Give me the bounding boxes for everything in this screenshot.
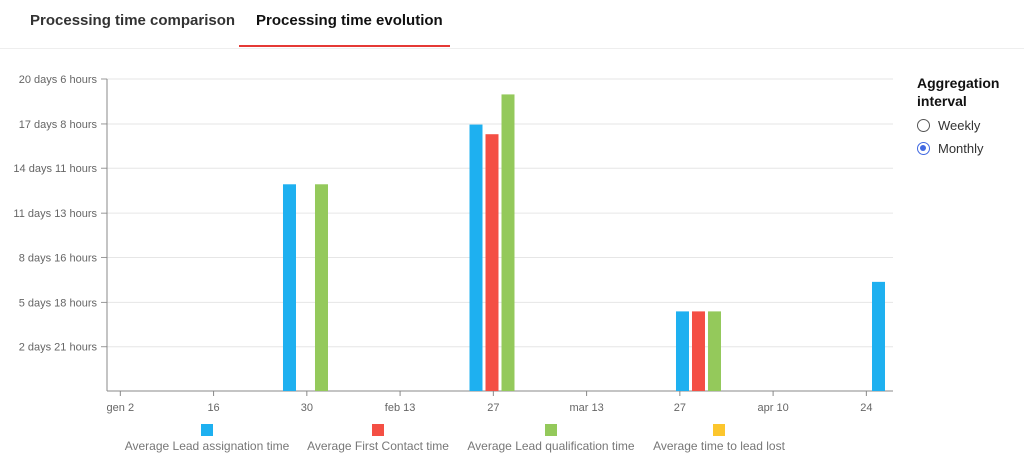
y-tick-label: 20 days 6 hours bbox=[19, 74, 98, 86]
radio-monthly-circle[interactable] bbox=[917, 142, 930, 155]
radio-monthly-label: Monthly bbox=[938, 141, 984, 156]
legend-swatch bbox=[713, 424, 725, 436]
legend-swatch bbox=[545, 424, 557, 436]
x-tick-label: 16 bbox=[207, 402, 219, 414]
x-tick-label: apr 10 bbox=[758, 402, 789, 414]
legend-label: Average time to lead lost bbox=[653, 439, 786, 453]
bar-average-lead-qualification-time bbox=[707, 311, 721, 391]
bar-average-lead-assignation-time bbox=[675, 311, 689, 391]
aggregation-title: Aggregation interval bbox=[917, 75, 1000, 109]
bar-average-first-contact-time bbox=[691, 311, 705, 391]
bar-average-first-contact-time bbox=[485, 134, 499, 391]
x-tick-label: feb 13 bbox=[385, 402, 416, 414]
radio-weekly[interactable]: Weekly bbox=[917, 118, 1017, 133]
legend-label: Average Lead qualification time bbox=[467, 439, 635, 453]
x-tick-label: gen 2 bbox=[107, 402, 135, 414]
y-tick-label: 5 days 18 hours bbox=[19, 297, 98, 309]
active-tab-indicator bbox=[239, 45, 450, 47]
y-tick-label: 14 days 11 hours bbox=[13, 163, 97, 175]
radio-weekly-label: Weekly bbox=[938, 118, 981, 133]
y-tick-label: 2 days 21 hours bbox=[19, 342, 98, 354]
tab-bar: Processing time comparison Processing ti… bbox=[0, 0, 1024, 49]
processing-time-chart: 2 days 21 hours 5 days 18 hours 8 days 16 … bbox=[13, 74, 893, 453]
tab-processing-time-comparison[interactable]: Processing time comparison bbox=[30, 12, 236, 29]
radio-weekly-circle[interactable] bbox=[917, 119, 930, 132]
bar-average-lead-assignation-time bbox=[282, 184, 296, 391]
aggregation-panel: Aggregation interval Weekly Monthly bbox=[917, 74, 1017, 156]
bar-average-lead-assignation-time bbox=[469, 124, 483, 391]
bar-average-lead-qualification-time bbox=[314, 184, 328, 391]
y-tick-label: 8 days 16 hours bbox=[19, 252, 98, 264]
y-tick-label: 11 days 13 hours bbox=[13, 208, 97, 220]
legend-label: Average Lead assignation time bbox=[125, 439, 290, 453]
x-tick-label: 30 bbox=[301, 402, 313, 414]
x-tick-label: 27 bbox=[487, 402, 499, 414]
x-tick-label: 24 bbox=[860, 402, 872, 414]
legend-swatch bbox=[372, 424, 384, 436]
x-tick-label: mar 13 bbox=[569, 402, 603, 414]
radio-monthly[interactable]: Monthly bbox=[917, 141, 1017, 156]
legend-swatch bbox=[201, 424, 213, 436]
bar-average-lead-qualification-time bbox=[501, 94, 515, 391]
tab-processing-time-evolution[interactable]: Processing time evolution bbox=[256, 12, 443, 29]
y-tick-label: 17 days 8 hours bbox=[19, 119, 98, 131]
legend-label: Average First Contact time bbox=[307, 439, 449, 453]
x-tick-label: 27 bbox=[674, 402, 686, 414]
bar-average-lead-assignation-time bbox=[872, 281, 885, 391]
